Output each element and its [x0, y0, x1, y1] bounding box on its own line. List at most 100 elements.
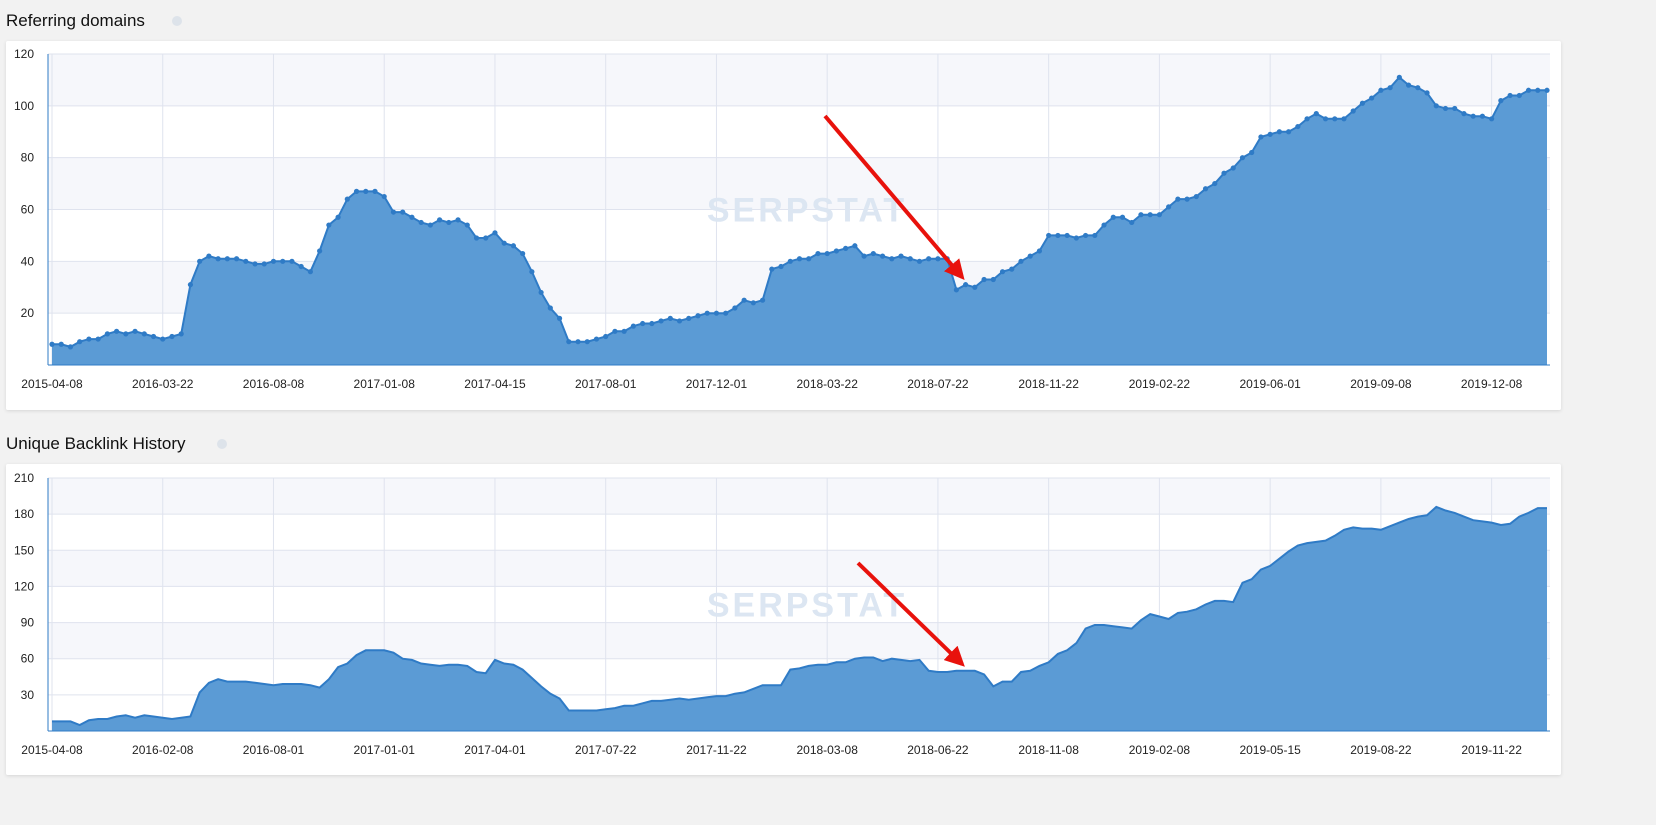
marker	[806, 256, 812, 262]
marker	[529, 269, 535, 275]
marker	[1341, 116, 1347, 122]
marker	[160, 336, 166, 342]
annotation-arrow	[856, 561, 965, 667]
marker	[1175, 196, 1181, 202]
marker	[584, 339, 590, 345]
marker	[612, 328, 618, 334]
x-tick-label: 2016-03-22	[132, 377, 194, 391]
marker	[704, 310, 710, 316]
marker	[1258, 134, 1264, 140]
marker	[261, 261, 267, 267]
marker	[123, 331, 129, 337]
marker	[1184, 196, 1190, 202]
marker	[1202, 186, 1209, 192]
marker	[95, 336, 101, 342]
marker	[418, 219, 424, 226]
y-tick-label: 120	[14, 47, 34, 61]
marker	[1119, 214, 1126, 220]
marker	[824, 250, 830, 257]
marker	[658, 318, 664, 324]
marker	[1027, 253, 1033, 259]
marker	[77, 339, 83, 345]
marker	[1295, 123, 1301, 130]
marker	[464, 222, 470, 228]
marker	[270, 258, 277, 264]
marker	[1304, 116, 1310, 122]
x-tick-label: 2019-02-08	[1129, 743, 1191, 757]
marker	[1212, 180, 1218, 187]
watermark: SERPSTAT	[707, 192, 907, 230]
x-tick-label: 2015-04-08	[21, 377, 83, 391]
marker	[1138, 212, 1144, 218]
marker	[833, 248, 840, 254]
marker	[1396, 74, 1402, 80]
marker	[1267, 131, 1273, 137]
marker	[1276, 129, 1282, 135]
marker	[1036, 248, 1043, 254]
marker	[1129, 219, 1135, 226]
marker	[1479, 113, 1486, 119]
chart-title: Referring domains	[6, 11, 145, 30]
info-icon[interactable]	[172, 16, 182, 26]
marker	[1415, 85, 1421, 91]
marker	[197, 258, 203, 264]
marker	[67, 344, 74, 350]
marker	[556, 315, 563, 321]
marker	[769, 266, 775, 272]
marker	[1055, 232, 1061, 239]
marker	[132, 328, 138, 334]
marker	[390, 209, 397, 215]
marker	[676, 318, 683, 324]
marker	[1470, 113, 1476, 119]
x-tick-label: 2017-11-22	[686, 743, 747, 757]
y-tick-label: 120	[14, 579, 34, 593]
x-tick-label: 2018-03-08	[796, 743, 858, 757]
x-tick-label: 2016-02-08	[132, 743, 194, 757]
marker	[843, 245, 849, 251]
marker	[501, 240, 507, 246]
marker	[953, 287, 959, 293]
marker	[436, 217, 443, 223]
marker	[1064, 232, 1070, 239]
area	[52, 77, 1547, 366]
marker	[1082, 232, 1089, 239]
x-tick-label: 2019-11-22	[1461, 743, 1522, 757]
marker	[215, 256, 221, 262]
y-tick-label: 90	[21, 616, 35, 630]
marker	[621, 328, 627, 334]
marker	[243, 258, 249, 264]
marker	[1424, 90, 1430, 96]
marker	[926, 256, 932, 262]
x-tick-label: 2019-06-01	[1239, 377, 1301, 391]
marker	[981, 276, 987, 283]
marker	[178, 331, 184, 337]
marker	[206, 253, 212, 259]
marker	[1110, 214, 1116, 220]
y-tick-label: 40	[21, 254, 35, 268]
y-tick-label: 20	[21, 306, 35, 320]
info-icon[interactable]	[217, 439, 227, 449]
marker	[713, 310, 720, 316]
x-tick-label: 2016-08-01	[243, 743, 305, 757]
marker	[344, 196, 350, 202]
x-tick-label: 2017-01-01	[354, 743, 416, 757]
marker	[787, 258, 793, 264]
marker	[1147, 212, 1153, 218]
x-tick-label: 2017-12-01	[686, 377, 748, 391]
marker	[1405, 82, 1412, 88]
marker	[723, 310, 729, 316]
marker	[326, 222, 332, 228]
x-tick-label: 2018-03-22	[796, 377, 858, 391]
marker	[280, 258, 286, 264]
marker	[1249, 149, 1255, 156]
marker	[104, 331, 110, 337]
marker	[547, 305, 553, 311]
marker	[640, 320, 646, 327]
marker	[1166, 204, 1172, 210]
marker	[1442, 105, 1449, 112]
area	[52, 506, 1547, 731]
marker	[400, 209, 406, 215]
marker	[169, 333, 175, 340]
marker	[1525, 87, 1532, 93]
marker	[1498, 98, 1504, 104]
